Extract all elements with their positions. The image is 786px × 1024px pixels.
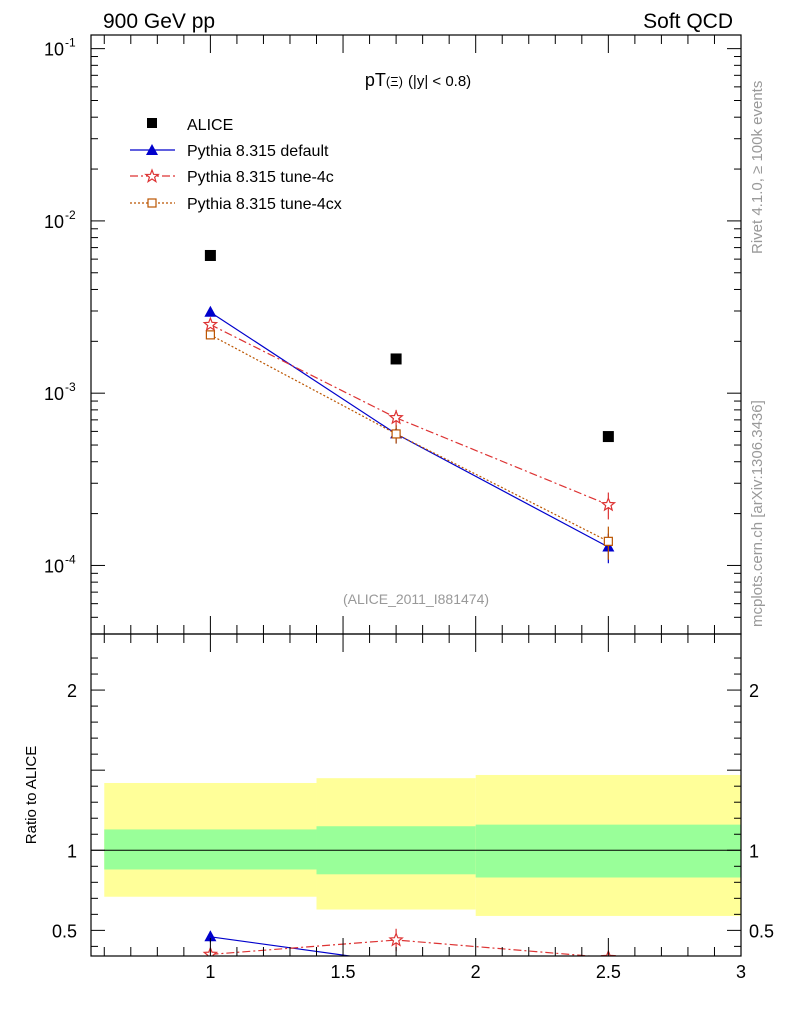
ratio-xtick-label-1: 1.5 bbox=[331, 962, 356, 982]
mcplots-side-label: mcplots.cern.ch [arXiv:1306.3436] bbox=[749, 400, 766, 627]
main-ytick-label-2: 10 bbox=[44, 212, 64, 232]
ratio-band-inner-0 bbox=[104, 829, 317, 870]
watermark-label: (ALICE_2011_I881474) bbox=[343, 591, 489, 607]
legend-label-alice: ALICE bbox=[187, 117, 233, 134]
plot-title: pT(Ξ) (|y| < 0.8) bbox=[365, 70, 471, 90]
main-point-0-0 bbox=[204, 249, 216, 261]
legend-marker-default bbox=[146, 144, 158, 155]
axes-layer: 10 -410 -310 -210 -11 1.5 2 2.5 30.5 0.51 12 2 bbox=[44, 34, 774, 982]
plot-title-main: pT bbox=[365, 70, 386, 90]
ratio-ytick-label-right-2: 2 bbox=[749, 681, 759, 701]
legend-marker-tune4cx bbox=[147, 198, 157, 208]
legend: ALICE Pythia 8.315 default Pythia 8.315 … bbox=[130, 117, 342, 213]
ratio-point-1-1 bbox=[388, 931, 404, 947]
main-ytick-exponent-2: -2 bbox=[65, 208, 76, 222]
main-point-3-2 bbox=[603, 536, 613, 546]
ratio-point-0-0 bbox=[204, 930, 217, 942]
ratio-ytick-label-right-0: 0.5 bbox=[749, 921, 774, 941]
main-point-0-1 bbox=[390, 353, 402, 365]
ratio-ytick-label-left-0: 0.5 bbox=[52, 921, 77, 941]
ratio-xtick-label-0: 1 bbox=[205, 962, 215, 982]
main-series-line-3 bbox=[210, 334, 609, 542]
legend-label-default: Pythia 8.315 default bbox=[187, 143, 329, 160]
ratio-uncertainty-bands bbox=[91, 774, 741, 916]
plot-title-cut: (|y| < 0.8) bbox=[408, 73, 471, 90]
legend-marker-tune4c bbox=[144, 168, 160, 184]
ratio-series-line-1 bbox=[210, 939, 597, 956]
ratio-ytick-label-right-1: 1 bbox=[749, 841, 759, 861]
ratio-series-line-0 bbox=[210, 936, 355, 956]
main-ytick-exponent-0: -4 bbox=[65, 552, 76, 566]
main-series-layer bbox=[202, 249, 617, 564]
ratio-plot-frame bbox=[90, 633, 742, 957]
ratio-xtick-label-2: 2 bbox=[471, 962, 481, 982]
main-point-0-2 bbox=[602, 431, 614, 443]
ratio-ytick-label-left-2: 2 bbox=[67, 681, 77, 701]
legend-marker-alice bbox=[147, 118, 157, 128]
ratio-ytick-label-left-1: 1 bbox=[67, 841, 77, 861]
main-point-2-1 bbox=[388, 409, 404, 425]
header-right-label: Soft QCD bbox=[643, 10, 733, 33]
plot-title-particle: (Ξ) bbox=[386, 74, 403, 89]
legend-label-tune4cx: Pythia 8.315 tune-4cx bbox=[187, 196, 342, 213]
ratio-xtick-label-3: 2.5 bbox=[596, 962, 621, 982]
ratio-band-inner-2 bbox=[475, 824, 741, 878]
main-ytick-label-0: 10 bbox=[44, 556, 64, 576]
legend-label-tune4c: Pythia 8.315 tune-4c bbox=[187, 169, 334, 186]
main-point-3-1 bbox=[391, 429, 401, 439]
header-left-label: 900 GeV pp bbox=[103, 10, 215, 33]
ratio-y-axis-label: Ratio to ALICE bbox=[23, 746, 40, 844]
ratio-xtick-label-4: 3 bbox=[736, 962, 746, 982]
ratio-series-layer bbox=[202, 928, 617, 956]
main-point-2-2 bbox=[600, 496, 617, 512]
main-ytick-exponent-1: -3 bbox=[65, 380, 76, 394]
main-point-2-0 bbox=[202, 316, 219, 332]
rivet-side-label: Rivet 4.1.0, ≥ 100k events bbox=[749, 81, 766, 254]
main-point-1-0 bbox=[204, 305, 217, 317]
main-ytick-label-1: 10 bbox=[44, 384, 64, 404]
main-series-line-2 bbox=[210, 324, 609, 506]
main-ytick-exponent-3: -1 bbox=[65, 36, 76, 50]
main-point-3-0 bbox=[205, 330, 215, 340]
main-ytick-label-3: 10 bbox=[44, 40, 64, 60]
ratio-point-0-1 bbox=[396, 955, 397, 956]
